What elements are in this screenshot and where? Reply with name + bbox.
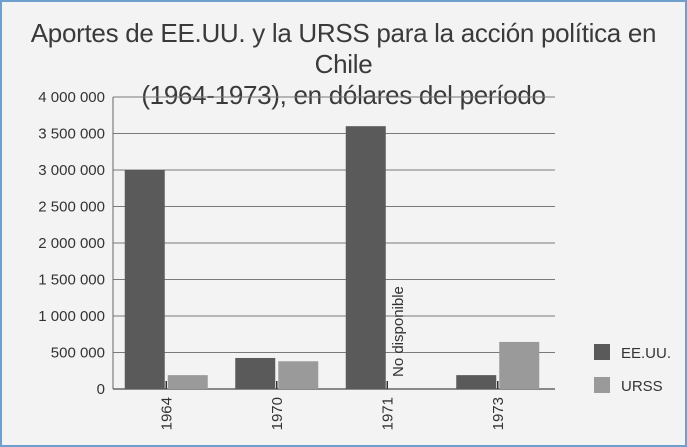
y-tick-label: 500 000 [51, 345, 105, 362]
legend-label: EE.UU. [621, 345, 671, 362]
chart-title: Aportes de EE.UU. y la URSS para la acci… [30, 18, 657, 79]
grid-lines [112, 96, 555, 390]
x-tick-label: 1970 [269, 397, 286, 430]
chart-subtitle: (1964-1973), en dólares del período [141, 80, 546, 110]
bar-urss-1964 [167, 375, 208, 389]
x-tick-label: 1971 [379, 397, 396, 430]
y-tick-label: 4 000 000 [38, 89, 105, 106]
legend: EE.UU. URSS [594, 344, 671, 395]
chart-title-block: Aportes de EE.UU. y la URSS para la acci… [2, 18, 685, 111]
bar-ee-uu-1973 [456, 375, 497, 389]
legend-swatch [594, 344, 610, 360]
y-tick-label: 1 000 000 [38, 308, 105, 325]
x-axis-ticks: 1964 1970 1971 1973 [158, 381, 507, 430]
y-tick-label: 3 500 000 [38, 126, 105, 143]
legend-label: URSS [621, 378, 663, 395]
bar-urss-1973 [499, 341, 540, 389]
legend-swatch [594, 377, 610, 393]
y-tick-label: 0 [97, 381, 105, 398]
bars: No disponible [124, 126, 540, 389]
bar-ee-uu-1964 [124, 170, 165, 389]
bar-annotation: No disponible [390, 286, 407, 377]
bar-ee-uu-1970 [235, 357, 276, 389]
x-tick-label: 1973 [490, 397, 507, 430]
y-tick-label: 2 500 000 [38, 199, 105, 216]
x-tick-label: 1964 [158, 397, 175, 430]
bar-ee-uu-1971 [345, 126, 386, 389]
y-axis-ticks: 0 500 000 1 000 000 1 500 000 2 000 000 2 500… [38, 89, 105, 398]
y-tick-label: 3 000 000 [38, 162, 105, 179]
bar-urss-1970 [278, 361, 319, 389]
y-tick-label: 2 000 000 [38, 235, 105, 252]
y-tick-label: 1 500 000 [38, 272, 105, 289]
